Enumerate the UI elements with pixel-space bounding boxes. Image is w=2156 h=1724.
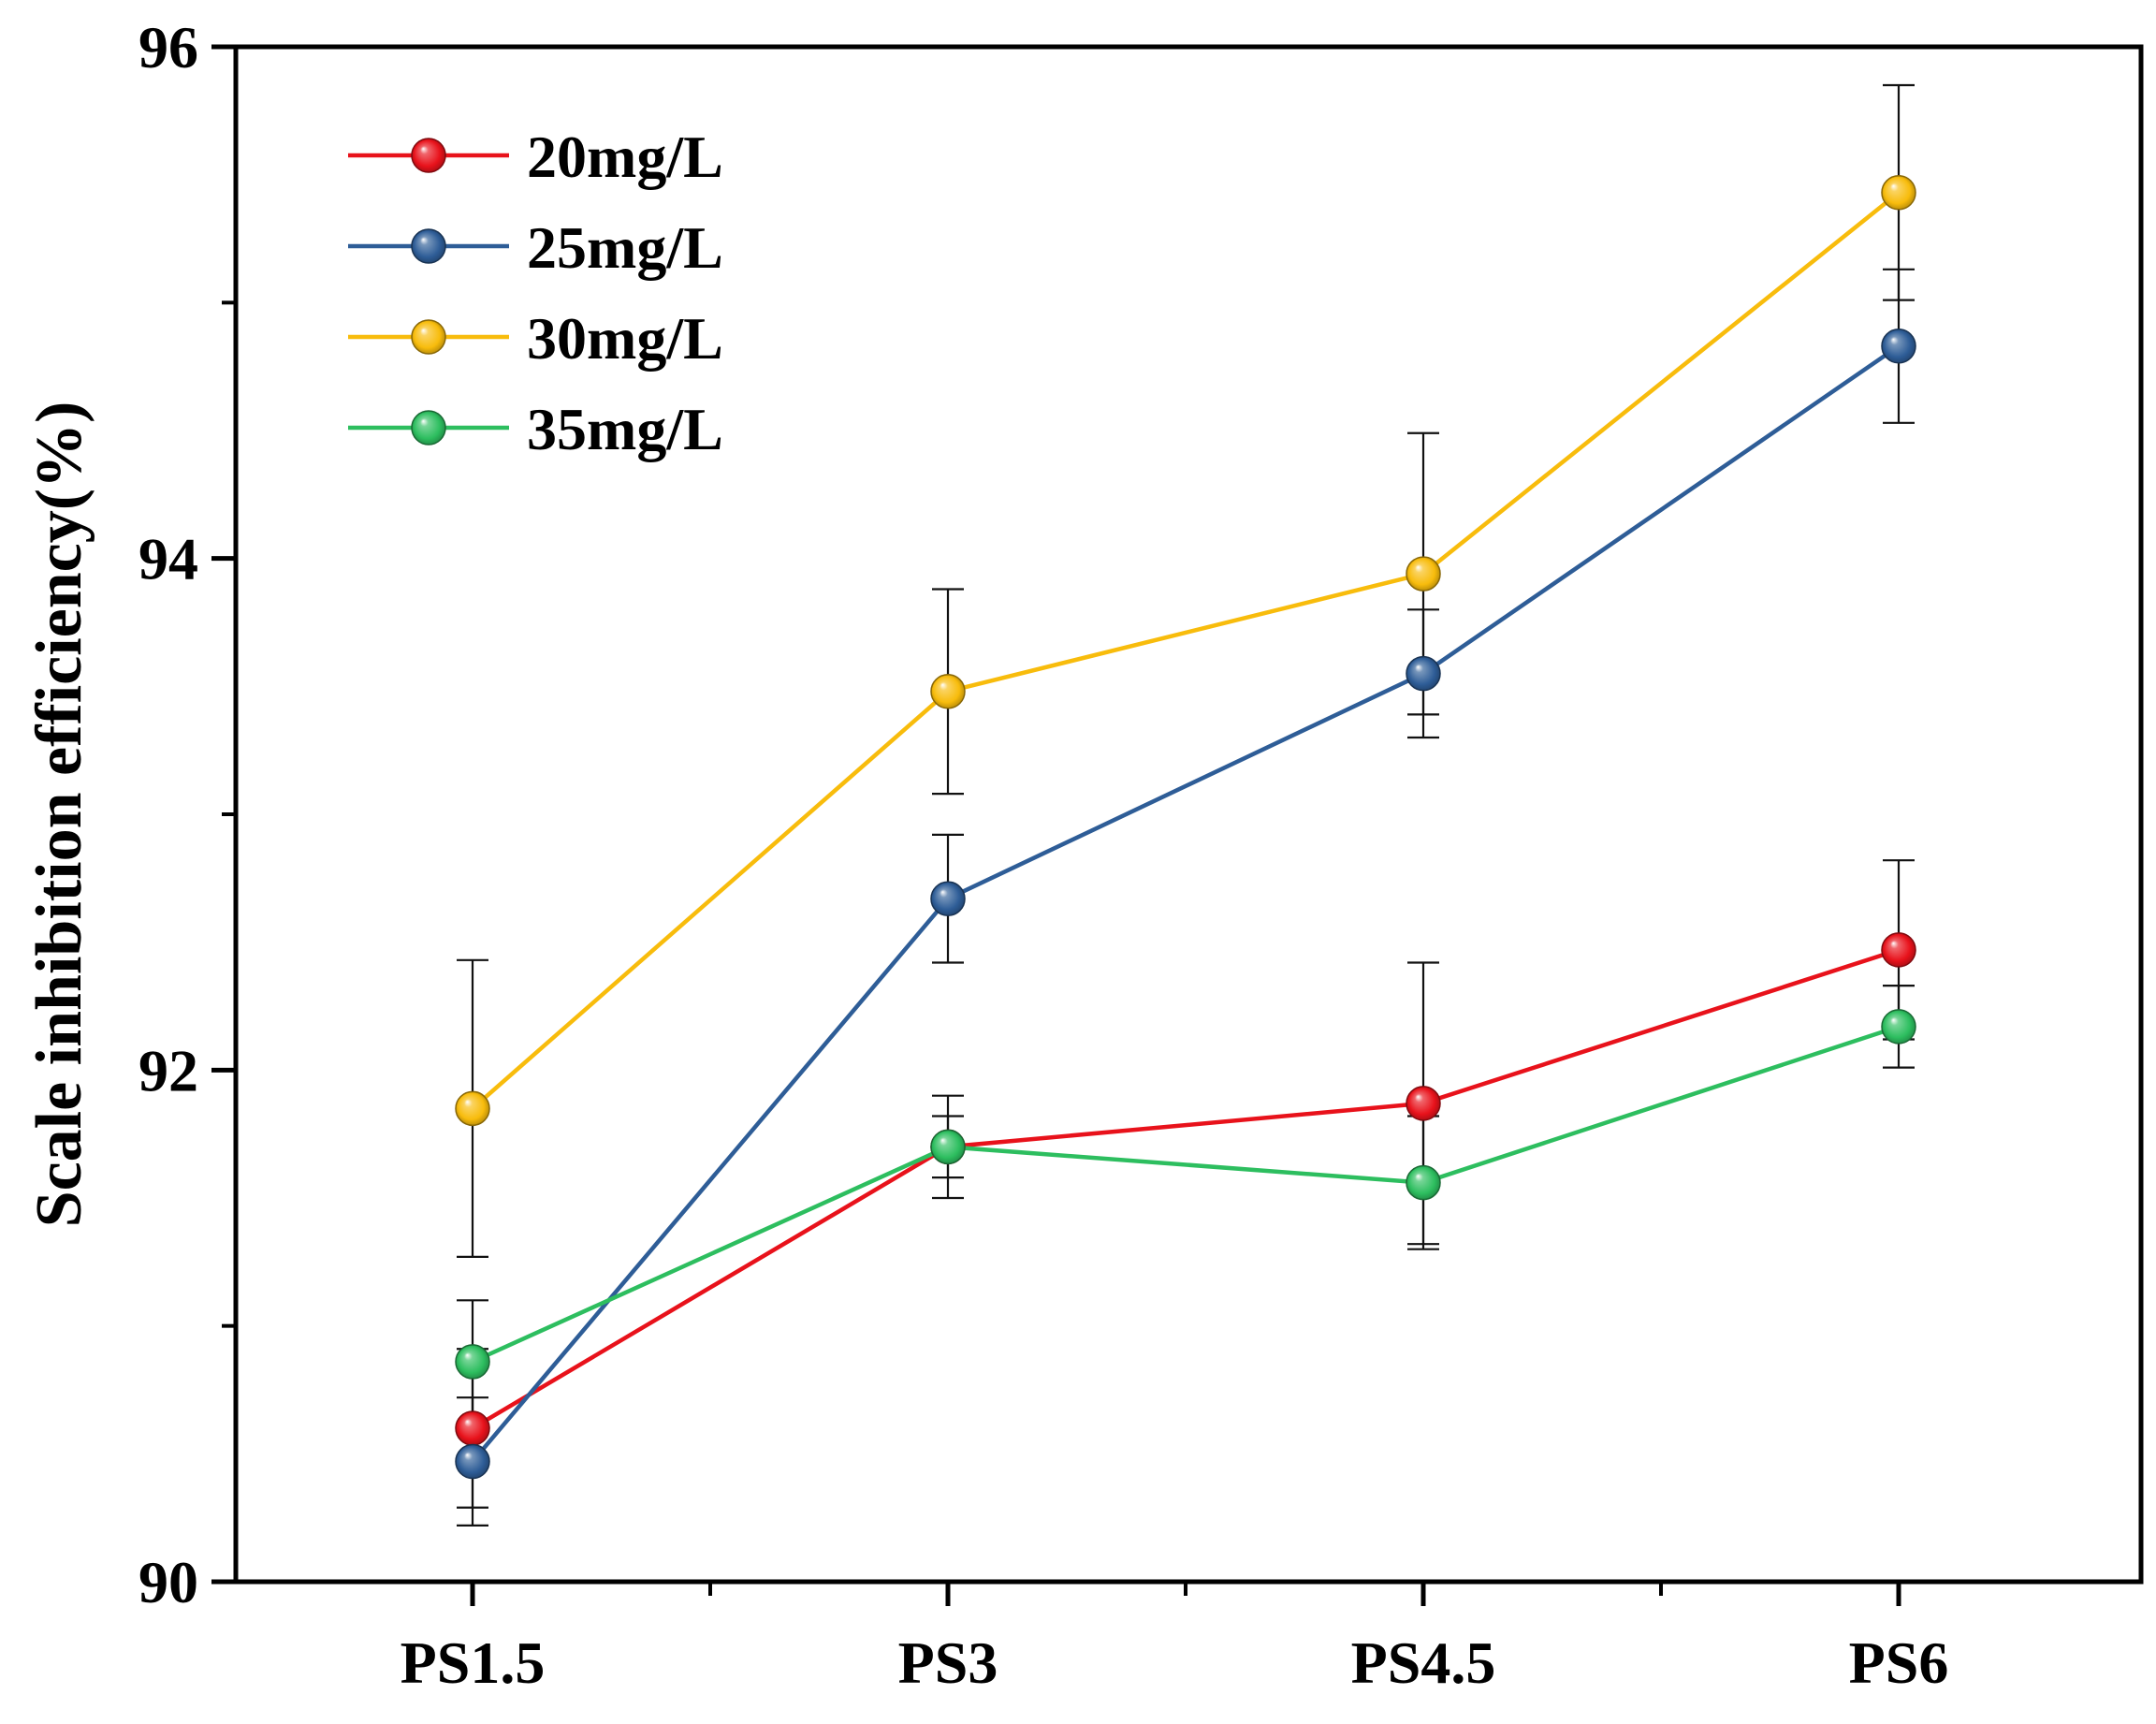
data-point-20mg-l-ps1-5 <box>455 1410 490 1446</box>
x-tick-label: PS4.5 <box>1351 1629 1496 1696</box>
data-point-35mg-l-ps3 <box>930 1129 966 1165</box>
data-point-25mg-l-ps6 <box>1881 329 1916 364</box>
legend-item-25mg-l: 25mg/L <box>348 214 723 281</box>
y-axis-title: Scale inhibition efficiency(%) <box>23 402 95 1228</box>
data-point-35mg-l-ps4-5 <box>1406 1164 1441 1201</box>
series-lines <box>471 191 1901 1463</box>
data-point-25mg-l-ps3 <box>930 881 966 916</box>
y-tick-label: 94 <box>138 526 198 592</box>
plot-frame <box>233 44 2144 1585</box>
data-point-25mg-l-ps1-5 <box>455 1443 490 1480</box>
data-point-30mg-l-ps3 <box>930 674 966 709</box>
data-point-30mg-l-ps6 <box>1881 175 1916 211</box>
x-tick-label: PS3 <box>898 1629 998 1696</box>
y-axis: 90 92 94 96 <box>138 14 236 1615</box>
legend: 20mg/L 25mg/L 30mg/L 35mg/L <box>348 124 723 462</box>
y-tick-label: 92 <box>138 1037 198 1103</box>
legend-item-35mg-l: 35mg/L <box>348 396 723 462</box>
data-point-20mg-l-ps4-5 <box>1406 1086 1441 1121</box>
data-point-20mg-l-ps6 <box>1881 932 1916 968</box>
legend-item-20mg-l: 20mg/L <box>348 124 723 190</box>
legend-marker <box>411 410 446 446</box>
legend-label: 20mg/L <box>527 124 723 190</box>
series-line-25mg-l <box>471 343 1901 1463</box>
legend-item-30mg-l: 30mg/L <box>348 305 723 372</box>
data-point-35mg-l-ps6 <box>1881 1009 1916 1045</box>
series-line-20mg-l <box>471 947 1900 1430</box>
series-line-35mg-l <box>472 1024 1900 1364</box>
series-line-30mg-l <box>471 191 1901 1111</box>
data-point-30mg-l-ps4-5 <box>1406 556 1441 592</box>
y-tick-label: 96 <box>138 14 198 80</box>
legend-label: 30mg/L <box>527 305 723 372</box>
legend-marker <box>411 319 446 355</box>
data-point-30mg-l-ps1-5 <box>455 1090 490 1127</box>
data-point-25mg-l-ps4-5 <box>1406 655 1441 692</box>
series-markers <box>455 175 1916 1480</box>
legend-marker <box>411 228 446 264</box>
legend-label: 35mg/L <box>527 396 723 462</box>
legend-label: 25mg/L <box>527 214 723 281</box>
data-point-35mg-l-ps1-5 <box>455 1344 490 1380</box>
legend-marker <box>411 138 446 173</box>
y-tick-label: 90 <box>138 1549 198 1615</box>
x-tick-label: PS6 <box>1849 1629 1949 1696</box>
x-tick-label: PS1.5 <box>401 1629 546 1696</box>
x-axis: PS1.5 PS3 PS4.5 PS6 <box>401 1582 1949 1696</box>
